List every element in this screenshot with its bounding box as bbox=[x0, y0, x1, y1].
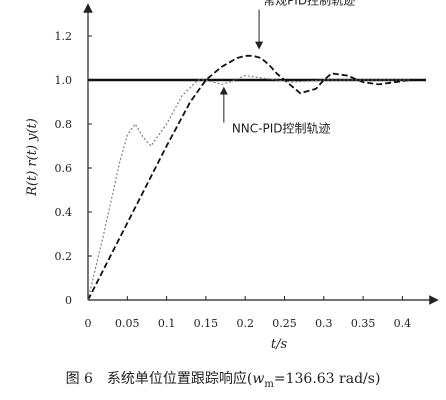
y-tick-label: 0.8 bbox=[55, 118, 73, 131]
y-tick-label: 1.2 bbox=[55, 30, 73, 43]
x-tick-label: 0.2 bbox=[236, 317, 254, 330]
series-line-dotted bbox=[87, 75, 411, 301]
x-tick-label: 0.3 bbox=[315, 317, 333, 330]
annotation-nnc-label: NNC-PID控制轨迹 bbox=[232, 122, 331, 136]
x-tick-label: 0.35 bbox=[351, 317, 376, 330]
y-axis-title: R(t) r(t) y(t) bbox=[25, 118, 40, 197]
axes bbox=[83, 3, 439, 305]
annotation-pid-label: 常规PID控制轨迹 bbox=[263, 0, 355, 8]
x-tick-label: 0.4 bbox=[394, 317, 412, 330]
y-tick-label: 0 bbox=[65, 294, 72, 307]
x-tick-label: 0.05 bbox=[115, 317, 140, 330]
x-axis-title: t/s bbox=[271, 337, 288, 352]
y-tick-label: 0.6 bbox=[55, 162, 73, 175]
x-tick-label: 0.25 bbox=[272, 317, 297, 330]
series-group bbox=[87, 54, 426, 301]
y-tick-label: 0.2 bbox=[55, 250, 73, 263]
x-tick-label: 0.15 bbox=[194, 317, 219, 330]
series-line-dashed bbox=[87, 54, 411, 301]
caption-suffix: =136.63 rad/s) bbox=[273, 371, 381, 387]
annotations: 常规PID控制轨迹 NNC-PID控制轨迹 bbox=[219, 0, 355, 136]
y-tick-label: 1.0 bbox=[55, 74, 73, 87]
x-tick-label: 0 bbox=[85, 317, 92, 330]
caption-prefix: 图 6 系统单位位置跟踪响应( bbox=[65, 371, 253, 387]
y-tick-label: 0.4 bbox=[55, 206, 73, 219]
figure-caption: 图 6 系统单位位置跟踪响应(wm=136.63 rad/s) bbox=[0, 368, 446, 390]
ticks: 0 0.05 0.1 0.15 0.2 0.25 0.3 0.35 0.4 0 0.2 0.4 0.6 0… bbox=[25, 30, 411, 352]
x-tick-label: 0.1 bbox=[158, 317, 176, 330]
caption-w: w bbox=[252, 371, 265, 387]
caption-sub: m bbox=[264, 378, 274, 390]
